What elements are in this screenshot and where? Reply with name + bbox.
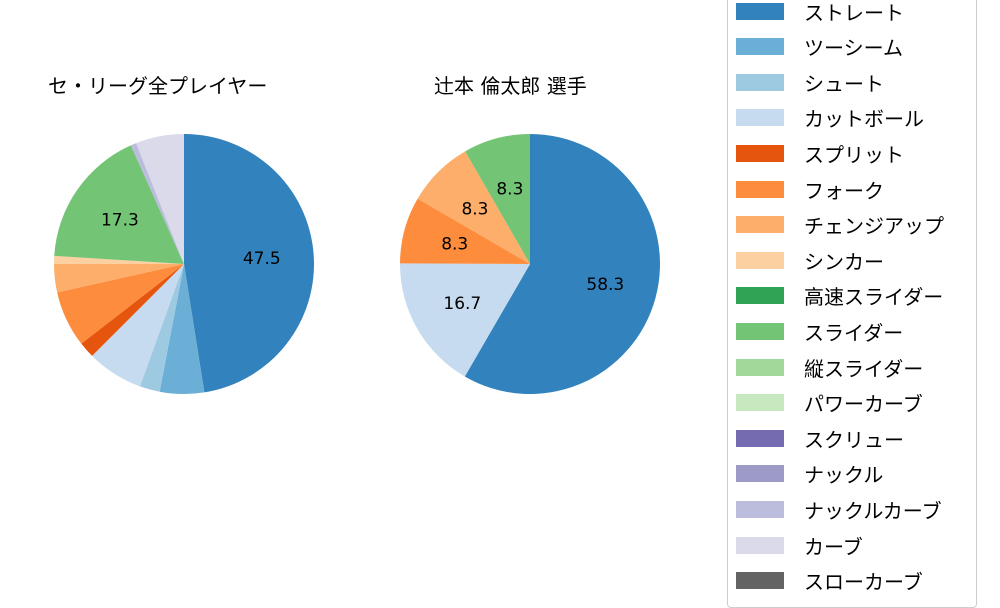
- legend: ストレートツーシームシュートカットボール スプリットフォークチェンジアップ シンカー…: [727, 0, 977, 608]
- player-pie-chart: 58.3 16.7 8.3 8.3 8.3: [400, 134, 660, 394]
- slice-value-label: 16.7: [443, 294, 481, 314]
- legend-swatch: [736, 322, 784, 340]
- pie-slice: [92, 264, 184, 387]
- legend-label: シュート: [804, 71, 884, 96]
- legend-label: スクリュー: [804, 427, 904, 452]
- slice-value-label: 17.3: [101, 211, 139, 231]
- legend-item: ナックルカーブ: [736, 497, 942, 523]
- pie-slice: [136, 134, 184, 264]
- legend-label: ナックルカーブ: [804, 498, 942, 523]
- legend-item: シュート: [736, 70, 884, 96]
- pie-slice: [57, 264, 184, 344]
- legend-label: ナックル: [804, 463, 884, 488]
- legend-swatch: [736, 2, 784, 20]
- legend-swatch: [736, 465, 784, 483]
- legend-item: カーブ: [736, 533, 863, 559]
- legend-item: チェンジアップ: [736, 213, 944, 239]
- slice-value-label: 8.3: [441, 235, 468, 255]
- legend-item: ストレート: [736, 0, 904, 25]
- slice-value-label: 8.3: [461, 200, 488, 220]
- legend-item: ツーシーム: [736, 35, 903, 61]
- pie-slice: [465, 134, 530, 264]
- legend-swatch: [736, 144, 784, 162]
- left-chart-title: セ・リーグ全プレイヤー: [48, 74, 268, 98]
- pie-charts: 47.5 17.3 58.3 16.7 8.3 8.3 8.3: [54, 134, 660, 394]
- pie-slice: [54, 255, 184, 264]
- legend-item: スクリュー: [736, 426, 904, 452]
- legend-label: スライダー: [804, 320, 904, 345]
- legend-swatch: [736, 251, 784, 269]
- legend-label: シンカー: [804, 249, 884, 274]
- pie-slice: [400, 263, 530, 377]
- legend-label: チェンジアップ: [804, 214, 944, 239]
- legend-item: 高速スライダー: [736, 284, 944, 310]
- pie-slice: [54, 145, 184, 264]
- legend-swatch: [736, 429, 784, 447]
- pie-slice: [81, 264, 184, 356]
- legend-label: スローカーブ: [804, 570, 923, 595]
- league-pie-chart: 47.5 17.3: [54, 134, 314, 394]
- legend-item: カットボール: [736, 106, 924, 132]
- legend-label: 縦スライダー: [804, 356, 924, 381]
- legend-item: フォーク: [736, 177, 884, 203]
- pie-slice: [139, 264, 184, 392]
- legend-label: カーブ: [804, 534, 863, 559]
- pie-slice: [400, 198, 530, 264]
- slice-value-label: 47.5: [243, 249, 281, 269]
- legend-swatch: [736, 216, 784, 234]
- slice-value-label: 58.3: [586, 275, 624, 295]
- slice-value-label: 8.3: [496, 180, 523, 200]
- pie-slice: [54, 264, 184, 293]
- legend-label: 高速スライダー: [804, 285, 944, 310]
- legend-swatch: [736, 394, 784, 412]
- right-chart-title: 辻本 倫太郎 選手: [434, 74, 587, 98]
- legend-swatch: [736, 287, 784, 305]
- legend-item: シンカー: [736, 248, 884, 274]
- legend-swatch: [736, 572, 784, 590]
- legend-swatch: [736, 180, 784, 198]
- legend-swatch: [736, 38, 784, 56]
- legend-label: ストレート: [804, 0, 904, 25]
- legend-item: スローカーブ: [736, 569, 923, 595]
- legend-label: フォーク: [804, 178, 884, 203]
- pie-slice: [417, 151, 530, 264]
- legend-label: ツーシーム: [804, 36, 903, 61]
- legend-swatch: [736, 536, 784, 554]
- legend-swatch: [736, 73, 784, 91]
- pie-slice: [130, 143, 184, 264]
- legend-item: パワーカーブ: [736, 391, 923, 417]
- legend-swatch: [736, 500, 784, 518]
- pie-slice: [184, 134, 314, 393]
- pie-slice: [464, 134, 660, 394]
- legend-swatch: [736, 358, 784, 376]
- legend-item: 縦スライダー: [736, 355, 924, 381]
- legend-item: スライダー: [736, 319, 904, 345]
- pie-slice: [159, 264, 205, 394]
- legend-label: パワーカーブ: [804, 392, 923, 417]
- legend-label: カットボール: [804, 107, 924, 132]
- legend-label: スプリット: [804, 142, 904, 167]
- legend-item: スプリット: [736, 141, 904, 167]
- legend-swatch: [736, 109, 784, 127]
- legend-item: ナックル: [736, 462, 884, 488]
